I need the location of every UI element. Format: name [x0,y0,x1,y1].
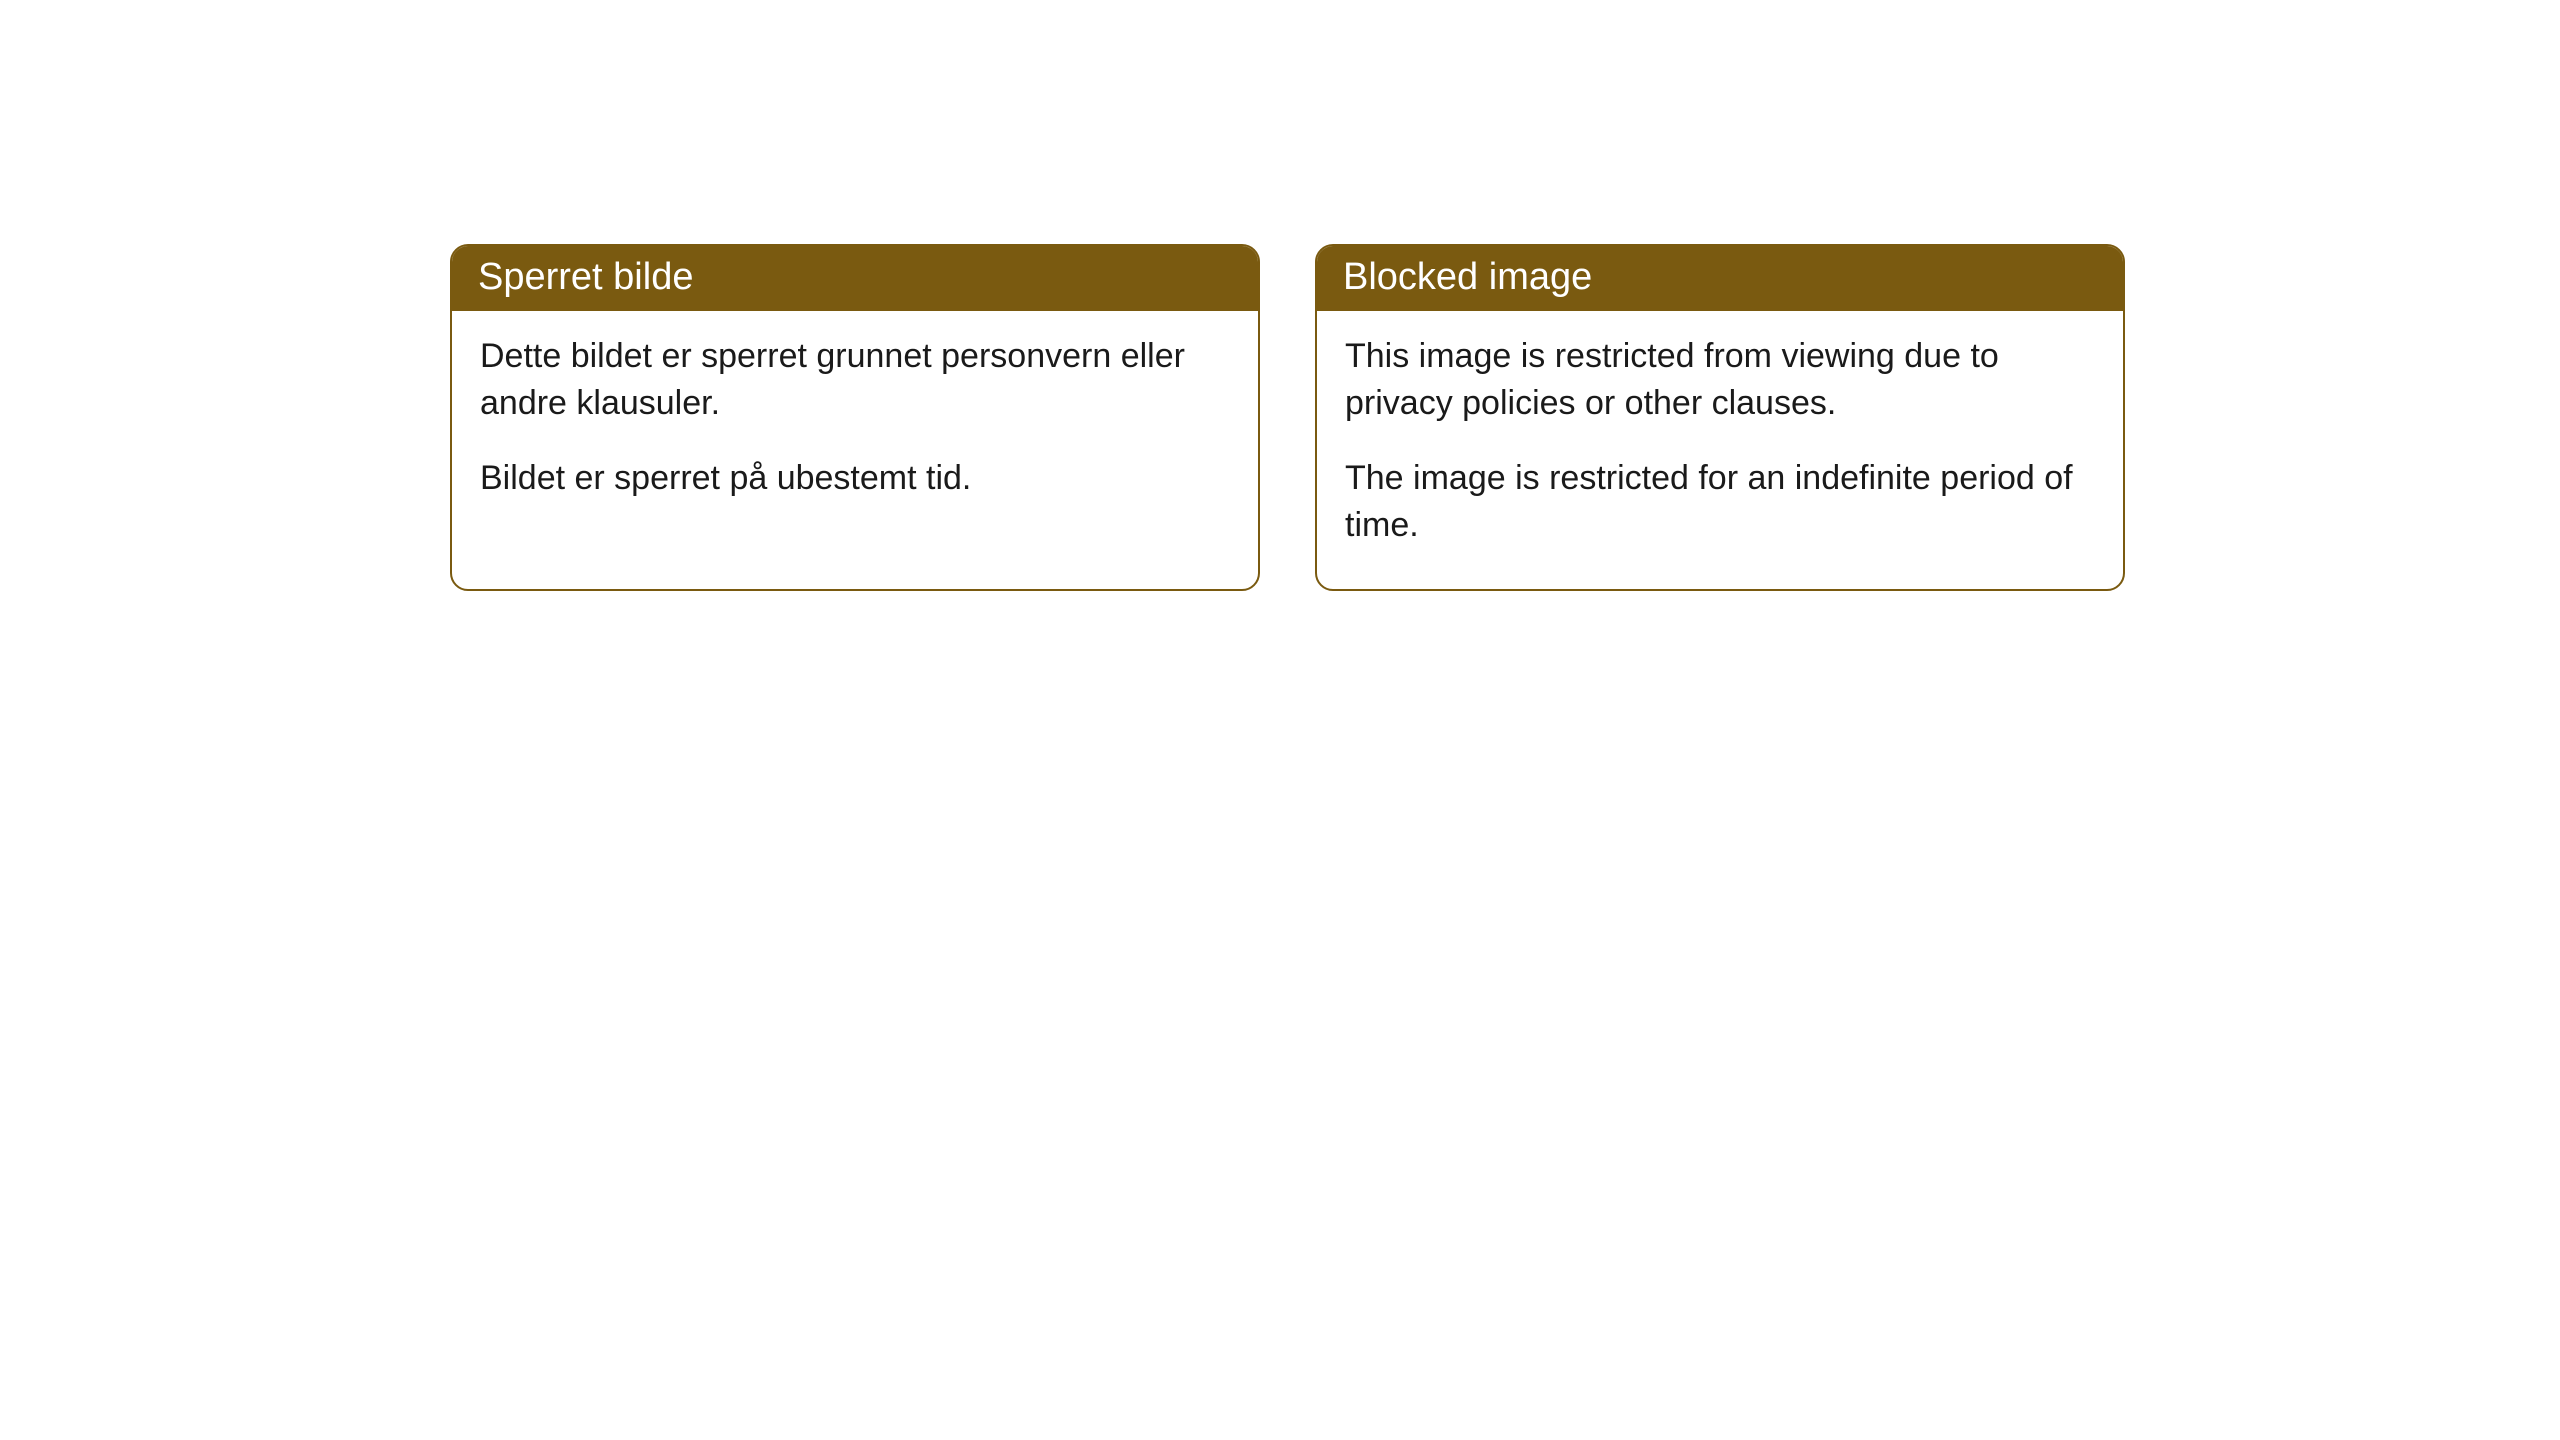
notice-card-norwegian: Sperret bilde Dette bildet er sperret gr… [450,244,1260,591]
card-body: Dette bildet er sperret grunnet personve… [452,311,1258,542]
card-text-line: Dette bildet er sperret grunnet personve… [480,333,1230,427]
card-text-line: The image is restricted for an indefinit… [1345,455,2095,549]
card-body: This image is restricted from viewing du… [1317,311,2123,589]
notice-cards-container: Sperret bilde Dette bildet er sperret gr… [450,244,2125,591]
card-text-line: Bildet er sperret på ubestemt tid. [480,455,1230,502]
card-header: Blocked image [1317,246,2123,311]
notice-card-english: Blocked image This image is restricted f… [1315,244,2125,591]
card-text-line: This image is restricted from viewing du… [1345,333,2095,427]
card-header: Sperret bilde [452,246,1258,311]
